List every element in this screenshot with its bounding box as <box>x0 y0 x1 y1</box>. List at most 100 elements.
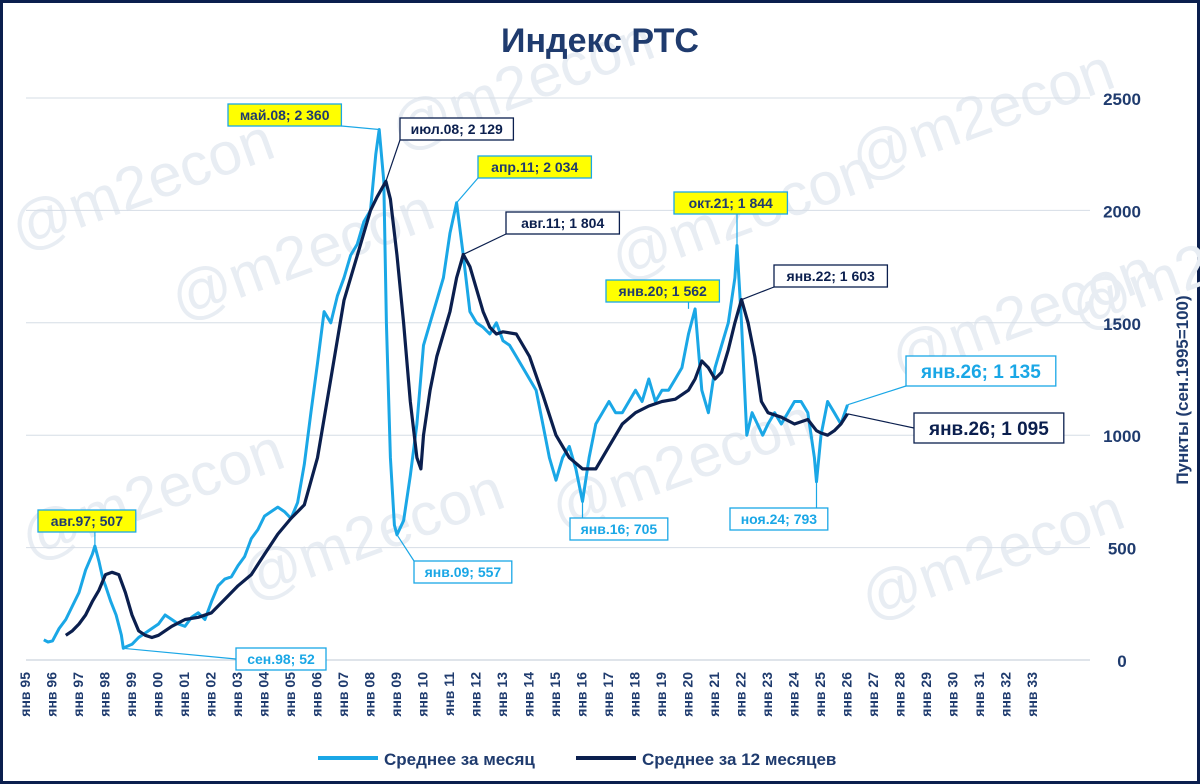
y-tick-label: 1500 <box>1103 315 1141 334</box>
x-tick-label: янв 31 <box>971 672 987 717</box>
series-line-avg12 <box>64 179 849 640</box>
watermark-text: @m2econ <box>842 35 1123 192</box>
x-tick-label: янв 14 <box>521 672 537 717</box>
x-tick-label: янв 28 <box>892 672 908 717</box>
annotation-box <box>505 211 621 235</box>
x-tick-label: янв 16 <box>574 672 590 717</box>
x-tick-label: янв 96 <box>44 672 60 717</box>
annotation-box <box>773 264 889 288</box>
x-tick-label: янв 00 <box>150 672 166 717</box>
annotation-label: июл.08; 2 129 <box>411 121 503 137</box>
y-axis-label: Пункты (сен.1995=100) <box>1173 295 1192 484</box>
x-tick-label: янв 22 <box>733 672 749 717</box>
x-tick-label: янв 04 <box>256 672 272 717</box>
x-tick-label: янв 15 <box>547 672 563 717</box>
annotation-box <box>477 155 593 179</box>
x-tick-label: янв 95 <box>17 672 33 717</box>
annotation-leader <box>123 647 237 660</box>
x-tick-label: янв 10 <box>415 672 431 717</box>
annotation-label: окт.21; 1 844 <box>689 195 773 211</box>
x-tick-label: янв 17 <box>600 672 616 717</box>
annotation-leader <box>847 413 915 429</box>
annotation-leader <box>456 177 479 204</box>
x-tick-label: янв 98 <box>97 672 113 717</box>
x-tick-label: янв 21 <box>706 672 722 717</box>
x-tick-label: янв 33 <box>1024 672 1040 717</box>
x-tick-label: янв 20 <box>680 672 696 717</box>
annotation-label: май.08; 2 360 <box>240 107 330 123</box>
watermark-text: @m2econ <box>2 105 283 262</box>
annotation-box <box>399 117 515 141</box>
annotation-box <box>605 279 721 303</box>
x-tick-label: янв 30 <box>945 672 961 717</box>
annotation-label: янв.09; 557 <box>425 564 502 580</box>
x-tick-label: янв 07 <box>335 672 351 717</box>
x-tick-label: янв 13 <box>494 672 510 717</box>
grid-lines <box>26 97 1090 661</box>
annotation-box <box>37 509 137 533</box>
annotation-leader <box>341 125 380 131</box>
x-tick-label: янв 05 <box>282 672 298 717</box>
annotation-leader <box>396 534 415 562</box>
x-tick-label: янв 12 <box>468 672 484 717</box>
y-axis-ticks: 0 500 1000 1500 2000 2500 <box>1103 90 1141 671</box>
annotation-label: янв.26; 1 095 <box>928 419 1049 440</box>
y-tick-label: 500 <box>1108 540 1136 559</box>
x-tick-label: янв 08 <box>362 672 378 717</box>
annotation-label: сен.98; 52 <box>247 651 315 667</box>
y-tick-label: 1000 <box>1103 427 1141 446</box>
y-tick-label: 2500 <box>1103 90 1141 109</box>
chart-title: Индекс РТС <box>501 22 699 60</box>
watermark-text: @m2econ <box>852 475 1133 632</box>
x-tick-label: янв 23 <box>759 672 775 717</box>
annotation-label: янв.16; 705 <box>581 521 658 537</box>
annotations-layer: авг.97; 507 сен.98; 52 май.08; 2 360 июл.08… <box>37 103 1065 671</box>
x-tick-label: янв 97 <box>70 672 86 717</box>
watermark-text: @m2econ <box>162 175 443 332</box>
annotation-leader <box>385 139 401 182</box>
annotation-box <box>913 412 1065 444</box>
annotation-label: авг.11; 1 804 <box>521 215 604 231</box>
series-line-monthly <box>43 128 849 650</box>
annotation-box <box>235 647 327 671</box>
annotation-label: авг.97; 507 <box>51 513 123 529</box>
x-tick-label: янв 09 <box>388 672 404 717</box>
x-tick-label: янв 01 <box>176 672 192 717</box>
annotation-box <box>905 355 1057 387</box>
annotation-box <box>569 517 669 541</box>
x-tick-label: янв 29 <box>918 672 934 717</box>
annotation-leader <box>847 385 907 406</box>
x-tick-label: янв 32 <box>998 672 1014 717</box>
x-tick-label: янв 18 <box>627 672 643 717</box>
legend-label-avg12: Среднее за 12 месяцев <box>642 750 836 769</box>
series-layer <box>43 128 849 650</box>
y-tick-label: 2000 <box>1103 202 1141 221</box>
annotation-label: янв.22; 1 603 <box>787 268 875 284</box>
x-tick-label: янв 19 <box>653 672 669 717</box>
x-tick-label: янв 99 <box>123 672 139 717</box>
x-tick-label: янв 11 <box>441 672 457 716</box>
x-tick-label: янв 02 <box>203 672 219 717</box>
annotation-box <box>673 191 789 215</box>
annotation-leader <box>741 286 775 301</box>
x-tick-label: янв 26 <box>839 672 855 717</box>
annotation-label: апр.11; 2 034 <box>491 159 578 175</box>
annotation-leader <box>462 233 507 256</box>
x-tick-label: янв 27 <box>865 672 881 717</box>
annotation-box <box>413 560 513 584</box>
x-tick-label: янв 06 <box>309 672 325 717</box>
legend-label-monthly: Среднее за месяц <box>384 750 535 769</box>
x-tick-label: янв 03 <box>229 672 245 717</box>
x-tick-label: янв 24 <box>786 672 802 717</box>
annotation-label: ноя.24; 793 <box>741 511 818 527</box>
annotation-box <box>227 103 343 127</box>
annotation-label: янв.20; 1 562 <box>619 283 707 299</box>
annotation-label: янв.26; 1 135 <box>920 362 1041 383</box>
y-tick-label: 0 <box>1117 652 1126 671</box>
x-axis-ticks: янв 95 янв 96 янв 97 янв 98 янв 99 янв 00 янв … <box>17 672 1040 717</box>
annotation-box <box>729 507 829 531</box>
legend: Среднее за месяц Среднее за 12 месяцев <box>318 750 836 769</box>
x-tick-label: янв 25 <box>812 672 828 717</box>
